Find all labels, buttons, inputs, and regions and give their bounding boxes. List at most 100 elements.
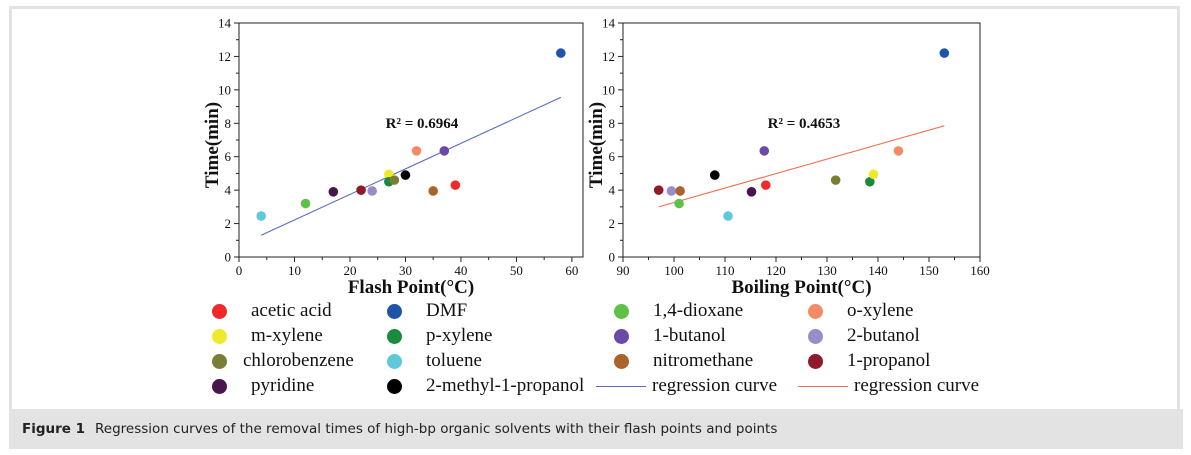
chart-panel-2: 0 2 4 6 8 10 12 14 90 100 110 120 130 140 150 160 Boilin… (586, 16, 990, 299)
legend-marker (212, 303, 227, 319)
legend-label: toluene (426, 350, 482, 371)
legend-marker (387, 328, 402, 344)
x-tick-label: 10 (288, 263, 301, 278)
legend-marker (808, 353, 823, 369)
legend-item: m-xylene (212, 325, 323, 347)
data-point-dmf: DMF (556, 48, 566, 58)
regression-line (658, 125, 945, 208)
legend-label: 1-propanol (847, 350, 931, 371)
legend-item: nitromethane (614, 350, 753, 372)
legend-marker (387, 303, 402, 319)
legend-marker (614, 328, 629, 344)
y-tick-label: 4 (225, 183, 232, 198)
y-axis-label: Time(min) (586, 102, 607, 188)
legend-marker (212, 378, 227, 394)
legend-item: chlorobenzene (212, 350, 354, 372)
legend-marker (808, 328, 823, 344)
y-tick-label: 12 (602, 49, 615, 64)
legend-label: acetic acid (251, 300, 332, 321)
x-tick-label: 150 (919, 263, 939, 278)
y-tick-label: 0 (225, 250, 232, 265)
chart-panel-1: 0 2 4 6 8 10 12 14 0 10 20 30 40 50 60 Flash Point(°C) T… (202, 16, 584, 298)
legend-label: 2-butanol (847, 325, 920, 346)
data-point-acetic-acid: acetic acid (450, 180, 461, 190)
legend-item: regression curve (596, 375, 777, 397)
y-tick-label: 4 (609, 183, 616, 198)
legend-line-marker (798, 385, 848, 387)
y-tick-label: 0 (609, 250, 616, 265)
data-point-chlorobenzene: chlorobenzene (389, 175, 400, 185)
data-point-acetic-acid: acetic acid (761, 180, 771, 190)
x-tick-label: 100 (664, 263, 684, 278)
legend-label: 1,4-dioxane (653, 300, 744, 321)
data-point-2-methyl-1-propanol: 2-methyl-1-propanol (710, 170, 720, 180)
data-point-pyridine: pyridine (328, 187, 339, 197)
data-point-1-propanol: 1-propanol (653, 185, 664, 195)
legend-marker (808, 303, 823, 319)
legend-item: DMF (387, 300, 467, 322)
legend-label: m-xylene (251, 325, 323, 346)
y-tick-label: 2 (609, 216, 616, 231)
legend-marker (614, 353, 629, 369)
legend-label: o-xylene (847, 300, 914, 321)
legend-marker (614, 303, 629, 319)
x-tick-label: 30 (399, 263, 412, 278)
y-tick-label: 12 (218, 49, 231, 64)
plot-area-frame (622, 22, 981, 258)
data-point-toluene: toluene (256, 211, 266, 221)
figure-caption: Figure 1 Regression curves of the removal… (22, 421, 777, 437)
data-point-toluene: toluene (723, 211, 733, 221)
y-tick-label: 8 (609, 116, 616, 131)
y-axis-label: Time(min) (202, 102, 223, 188)
x-tick-label: 110 (715, 263, 734, 278)
data-point-m-xylene: m-xylene (868, 169, 879, 180)
figure-frame (9, 6, 1180, 447)
caption-text: Regression curves of the removal times o… (95, 421, 778, 437)
y-tick-label: 10 (602, 82, 615, 97)
legend-item: toluene (387, 350, 482, 372)
figure-label: Figure 1 (22, 421, 86, 437)
legend-item: 1-propanol (808, 350, 930, 372)
y-tick-label: 6 (609, 149, 616, 164)
legend-item: acetic acid (212, 300, 332, 322)
data-point-o-xylene: o-xylene (893, 146, 904, 156)
legend-label: DMF (426, 300, 468, 321)
x-tick-label: 60 (565, 263, 578, 278)
legend-label: nitromethane (653, 350, 754, 371)
legend-item: 1-butanol (614, 325, 726, 347)
data-point-dmf: DMF (939, 48, 950, 58)
data-point-1-propanol: 1-propanol (356, 185, 366, 195)
y-tick-label: 8 (225, 116, 232, 131)
data-point-1-4-dioxane: 1,4-dioxane (300, 198, 311, 209)
data-point-1-butanol: 1-butanol (759, 146, 770, 156)
data-point-2-butanol: 2-butanol (666, 186, 677, 196)
data-point-1-4-dioxane: 1,4-dioxane (674, 198, 684, 209)
y-tick-label: 2 (225, 216, 232, 231)
legend-line-marker (596, 385, 646, 387)
x-tick-label: 50 (510, 263, 523, 278)
legend-item: 2-methyl-1-propanol (387, 375, 584, 397)
x-tick-label: 160 (970, 263, 990, 278)
y-tick-label: 14 (218, 16, 232, 31)
legend-item: regression curve (798, 375, 979, 397)
x-tick-label: 20 (343, 263, 356, 278)
legend-label: regression curve (854, 375, 980, 396)
data-point-pyridine: pyridine (746, 187, 757, 197)
legend-marker (212, 353, 227, 369)
data-point-nitromethane: nitromethane (428, 186, 438, 196)
r-squared-annotation: R² = 0.6964 (386, 116, 459, 132)
x-axis-label: Flash Point(°C) (348, 277, 474, 298)
x-tick-label: 0 (236, 263, 243, 278)
legend-item: pyridine (212, 375, 314, 397)
legend-marker (212, 328, 227, 344)
data-point-chlorobenzene: chlorobenzene (830, 175, 841, 185)
y-tick-label: 10 (218, 82, 231, 97)
legend-marker (387, 378, 402, 394)
r-squared-annotation: R² = 0.4653 (768, 116, 841, 132)
x-tick-label: 40 (454, 263, 467, 278)
legend-label: p-xylene (426, 325, 493, 346)
x-tick-label: 90 (617, 263, 630, 278)
y-tick-label: 14 (602, 16, 616, 31)
legend-item: o-xylene (808, 300, 913, 322)
